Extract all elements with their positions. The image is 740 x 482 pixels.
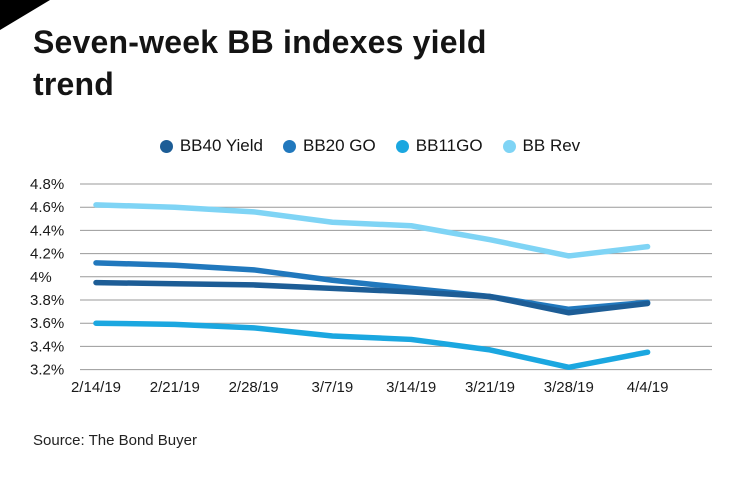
y-axis-tick-label: 3.4% [30, 338, 64, 355]
x-axis-tick-label: 3/14/19 [386, 379, 436, 396]
y-axis-tick-label: 4.6% [30, 199, 64, 216]
x-axis-tick-label: 4/4/19 [627, 379, 669, 396]
series-line-bb-rev [93, 202, 651, 259]
chart-svg: 4.8% 4.6% 4.4% 4.2% 4% 3.8% 3.6% 3.4% 3.2% 2/14/1… [30, 176, 712, 396]
y-axis-tick-label: 3.8% [30, 292, 64, 309]
series-line-bb11go [93, 320, 651, 371]
legend-label: BB40 Yield [179, 136, 263, 155]
source-credit: Source: The Bond Buyer [33, 432, 197, 449]
line-chart: 4.8% 4.6% 4.4% 4.2% 4% 3.8% 3.6% 3.4% 3.2% 2/14/1… [0, 170, 740, 414]
legend-dot-icon [395, 139, 409, 153]
y-axis-tick-label: 4.4% [30, 222, 64, 239]
legend-label: BB Rev [522, 136, 581, 155]
y-axis-tick-label: 4% [30, 269, 52, 286]
y-axis-tick-label: 3.2% [30, 362, 64, 379]
series-line-bb20-go [93, 260, 651, 313]
x-axis-tick-label: 3/7/19 [312, 379, 354, 396]
y-axis-tick-label: 3.6% [30, 315, 64, 332]
chart-legend: BB40 Yield BB20 GO BB11GO BB Rev [0, 136, 740, 156]
legend-item-bb40-yield: BB40 Yield [159, 136, 263, 156]
corner-accent-triangle [0, 0, 50, 30]
x-axis-tick-label: 2/21/19 [150, 379, 200, 396]
y-axis-tick-label: 4.8% [30, 176, 64, 193]
y-axis-tick-label: 4.2% [30, 246, 64, 263]
legend-item-bb-rev: BB Rev [502, 136, 581, 156]
legend-label: BB20 GO [303, 136, 376, 155]
legend-dot-icon [159, 139, 173, 153]
legend-label: BB11GO [415, 136, 483, 155]
legend-dot-icon [283, 139, 296, 153]
chart-title: Seven-week BB indexes yield trend [33, 24, 487, 102]
x-axis-tick-label: 3/21/19 [465, 379, 515, 396]
series-line-bb40-yield [93, 279, 651, 316]
legend-item-bb11go: BB11GO [395, 136, 483, 156]
x-axis-tick-label: 2/28/19 [229, 379, 279, 396]
x-axis-tick-label: 3/28/19 [544, 379, 594, 396]
legend-item-bb20-go: BB20 GO [283, 136, 376, 156]
x-axis-tick-label: 2/14/19 [71, 379, 121, 396]
legend-dot-icon [502, 139, 516, 153]
